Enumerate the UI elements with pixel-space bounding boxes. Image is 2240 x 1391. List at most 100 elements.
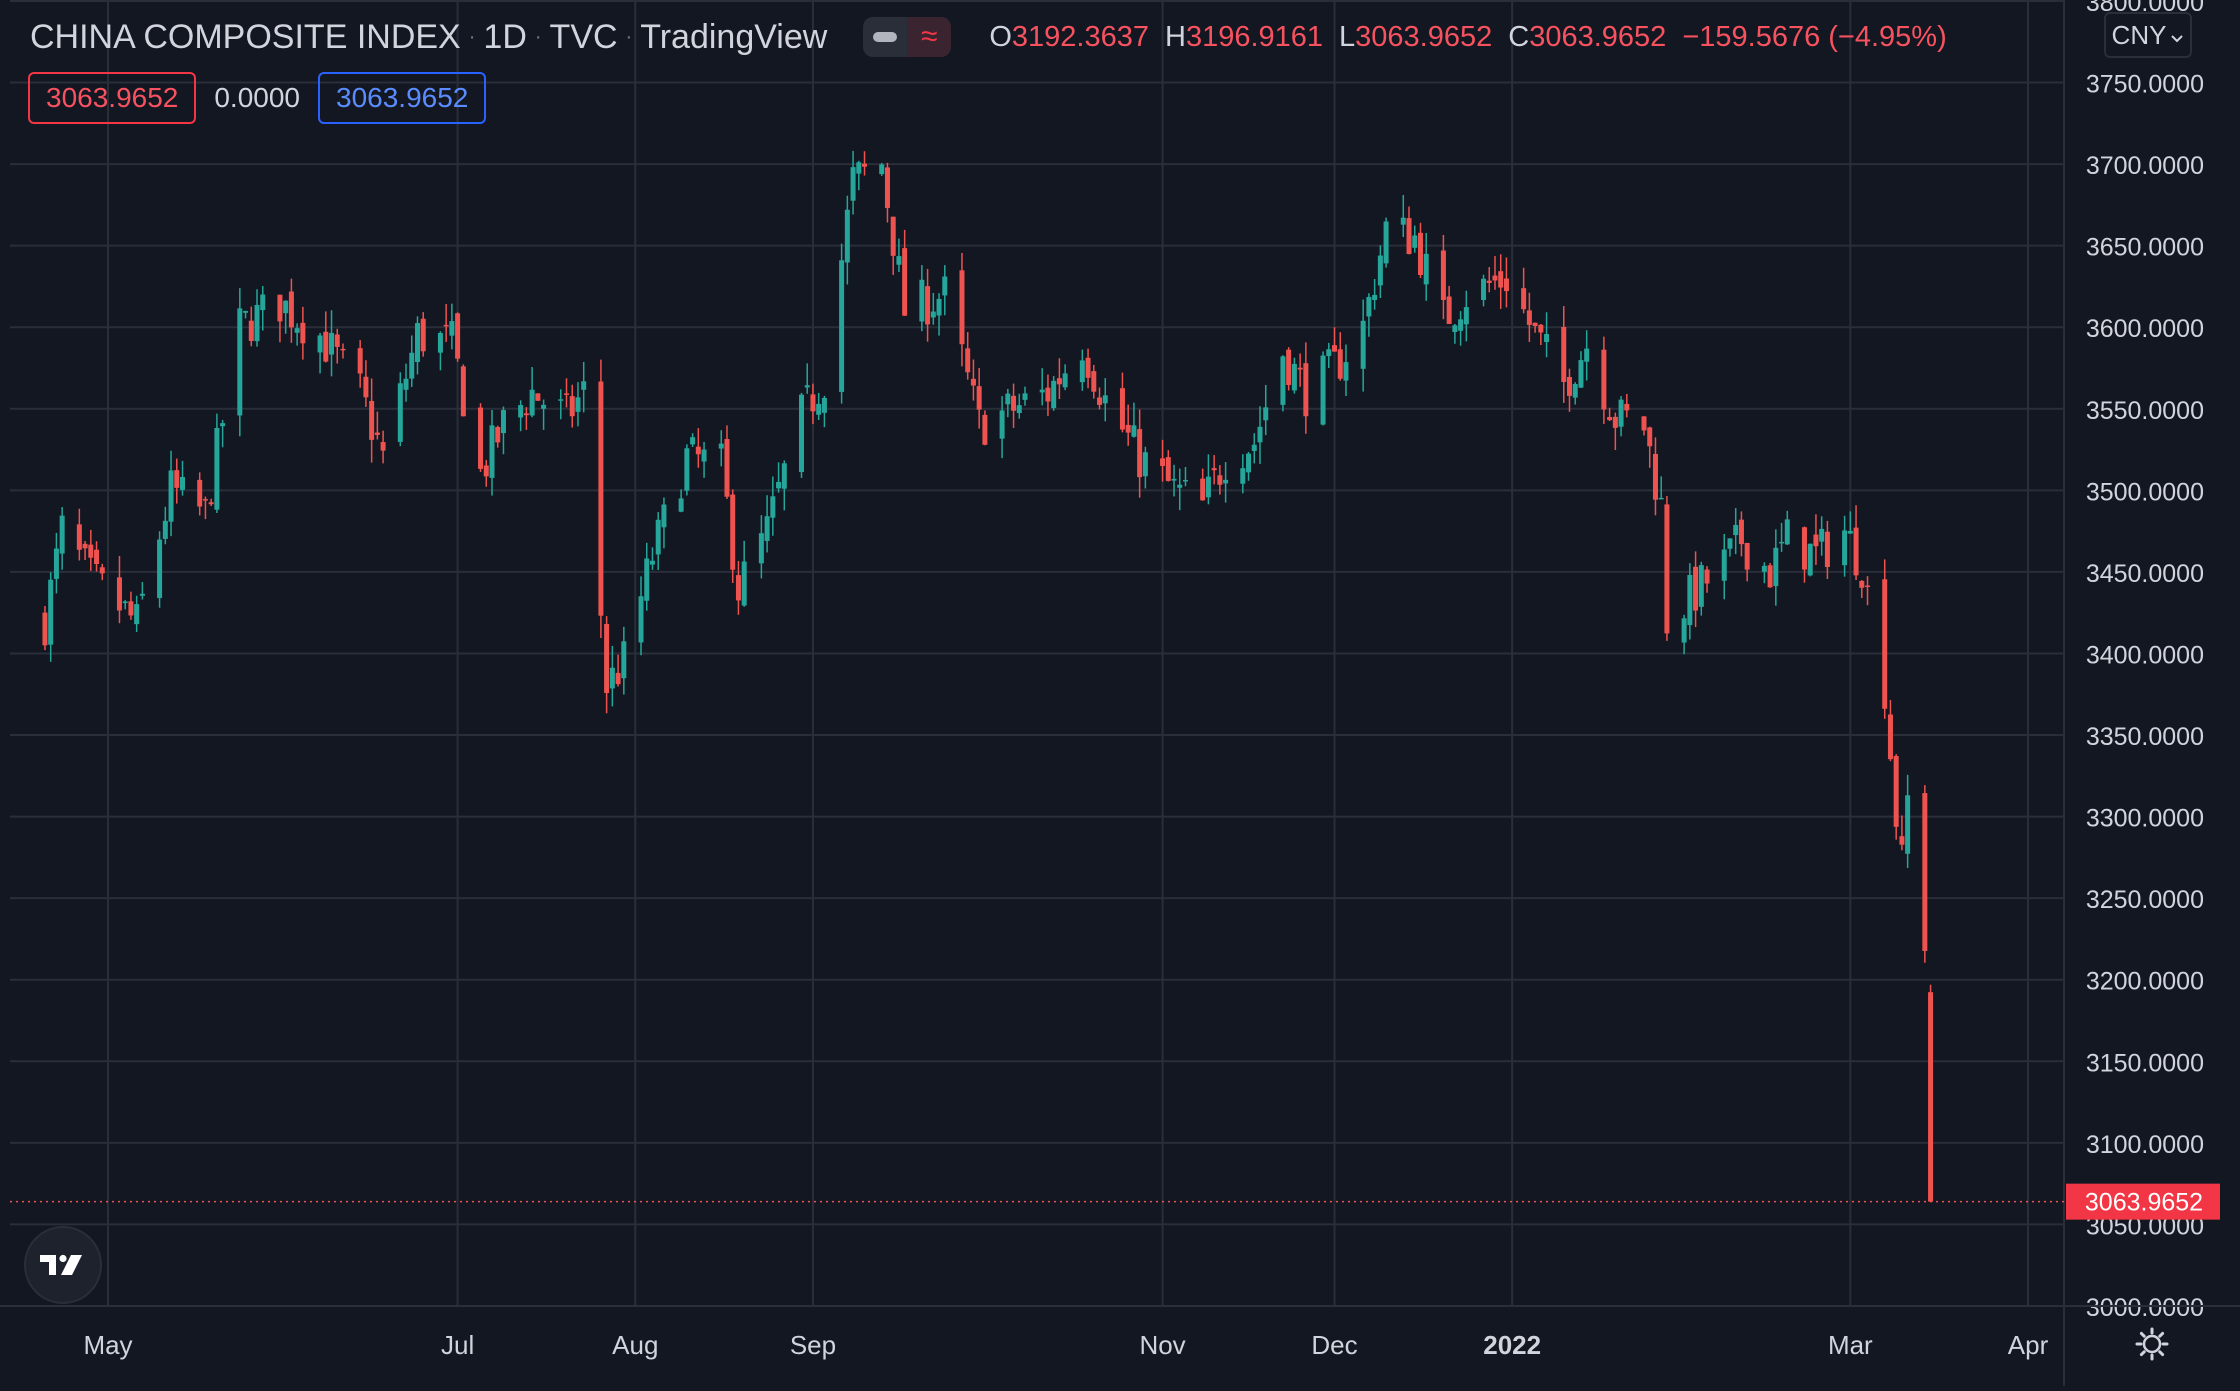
candle-body [1761, 565, 1767, 572]
candle-body [248, 320, 254, 341]
eye-toggle-icon[interactable] [863, 17, 907, 57]
candle-body [649, 560, 655, 565]
candle-body [518, 405, 524, 418]
candle-body [1005, 393, 1011, 405]
candle-body [1085, 357, 1091, 378]
candle-body [695, 446, 701, 455]
time-axis-label: Nov [1139, 1330, 1185, 1360]
candle-body [1377, 255, 1383, 286]
candle-body [340, 348, 346, 351]
candle-body [397, 383, 403, 442]
interval-label[interactable]: 1D [483, 17, 527, 56]
indicator-values: 3063.9652 0.0000 3063.9652 [28, 72, 487, 124]
candle-body [1022, 393, 1028, 400]
candle-body [1286, 349, 1292, 385]
candle-body [942, 276, 948, 296]
candle-body [48, 579, 54, 645]
candle-body [862, 163, 868, 167]
high-value: 3196.9161 [1185, 20, 1324, 53]
candle-body [374, 432, 380, 435]
wave-icon[interactable]: ≈ [907, 17, 952, 57]
settings-gear-icon[interactable] [2130, 1322, 2174, 1366]
candle-body [678, 498, 684, 512]
candle-body [455, 313, 461, 359]
candle-body [139, 593, 145, 596]
candle-body [896, 256, 902, 265]
candle-body [604, 623, 610, 694]
price-axis-label: 3350.0000 [2086, 723, 2204, 751]
candle-body [260, 294, 266, 311]
candle-body [1813, 534, 1819, 547]
legend-separator: · [625, 25, 633, 48]
candle-body [180, 476, 186, 490]
candle-body [1097, 397, 1103, 405]
candle-body [1056, 378, 1062, 385]
candle-body [334, 334, 340, 347]
candle-body [162, 520, 168, 539]
candle-body [1486, 280, 1492, 283]
price-axis-label: 3000.0000 [2086, 1294, 2204, 1322]
candle-body [936, 298, 942, 316]
candle-body [1905, 795, 1911, 854]
legend-separator: · [534, 25, 542, 48]
candle-body [976, 386, 982, 410]
tradingview-logo-icon[interactable] [24, 1226, 102, 1304]
candle-body [208, 502, 214, 505]
candle-body [1922, 793, 1928, 951]
candle-body [1131, 425, 1137, 437]
candle-body [82, 543, 88, 549]
candle-body [1320, 355, 1326, 425]
visibility-toggle[interactable]: ≈ [863, 17, 952, 57]
candle-body [1079, 360, 1085, 383]
candle-body [1893, 755, 1899, 827]
indicator-value-box[interactable]: 3063.9652 [318, 72, 487, 124]
candle-body [758, 533, 764, 564]
time-axis-label: May [83, 1330, 132, 1360]
currency-selector[interactable]: CNY [2104, 12, 2192, 58]
candle-body [478, 407, 484, 469]
candle-body [730, 494, 736, 570]
candle-body [1773, 547, 1779, 587]
candle-body [116, 577, 122, 611]
price-axis-label: 3550.0000 [2086, 397, 2204, 425]
candle-body [930, 311, 936, 318]
candle-body [1767, 565, 1773, 588]
candle-body [1727, 538, 1733, 549]
candle-body [884, 167, 890, 208]
candle-body [94, 549, 100, 564]
price-axis-label: 3250.0000 [2086, 886, 2204, 914]
candle-body [615, 672, 621, 685]
candle-body [1503, 278, 1509, 292]
candle-body [1744, 542, 1750, 570]
candle-body [1400, 217, 1406, 225]
candle-body [414, 323, 420, 363]
candle-body [575, 397, 581, 412]
candle-body [558, 399, 564, 401]
indicator-value-box[interactable]: 3063.9652 [28, 72, 197, 124]
candle-body [535, 393, 541, 401]
candle-body [1738, 519, 1744, 545]
candle-body [1641, 416, 1647, 431]
candle-body [1211, 468, 1217, 471]
candle-body [1658, 497, 1664, 500]
currency-label: CNY [2111, 19, 2167, 50]
candle-body [168, 470, 174, 522]
symbol-name[interactable]: CHINA COMPOSITE INDEX [30, 17, 461, 56]
candle-body [644, 558, 650, 601]
candle-body [1177, 484, 1183, 488]
candle-body [1160, 458, 1166, 466]
candle-body [489, 425, 495, 478]
price-axis-label: 3750.0000 [2086, 71, 2204, 99]
candle-body [1721, 549, 1727, 581]
candle-body [1847, 530, 1853, 534]
change-value: −159.5676 (−4.95%) [1682, 20, 1947, 53]
candle-body [197, 479, 203, 507]
candle-body [925, 286, 931, 325]
candle-body [1360, 320, 1366, 369]
candle-body [369, 400, 375, 440]
candle-body [300, 322, 306, 344]
candle-body [999, 410, 1005, 439]
